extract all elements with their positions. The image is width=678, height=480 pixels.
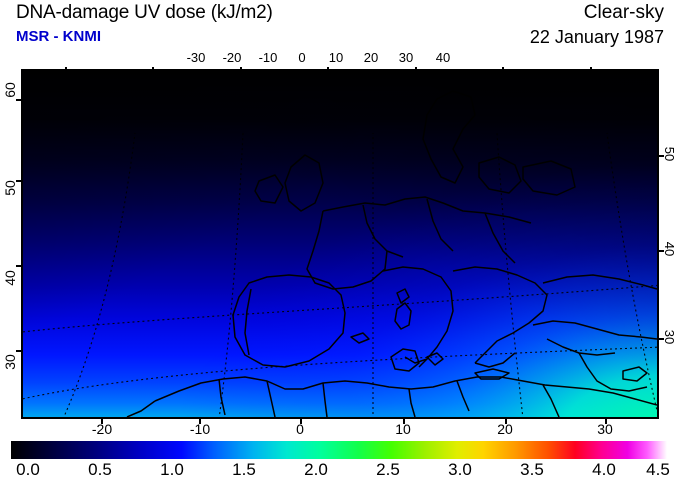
- date-label: 22 January 1987: [529, 27, 664, 47]
- colorbar-label-4: 2.0: [304, 460, 328, 479]
- tick-top--20: [152, 67, 154, 72]
- axis-label-bottom-4: 20: [497, 421, 513, 437]
- colorbar-label-2: 1.0: [160, 460, 184, 479]
- axis-label-top-0: -30: [186, 50, 206, 65]
- axis-label-bottom-1: -10: [189, 421, 211, 437]
- colorbar-label-7: 3.5: [520, 460, 544, 479]
- axis-label-top-2: -10: [258, 50, 278, 65]
- coastlines: [126, 90, 657, 417]
- axis-label-right-2: 30: [662, 329, 677, 345]
- tick-top--10: [240, 67, 242, 72]
- axis-label-bottom-3: 10: [395, 421, 411, 437]
- condition-label: Clear-sky: [583, 2, 664, 23]
- axis-label-left-2: 40: [2, 270, 18, 286]
- axis-label-left-1: 50: [2, 180, 18, 196]
- tick-left-30: [16, 350, 21, 352]
- tick-bottom--20: [101, 419, 103, 424]
- axis-label-left-3: 30: [2, 354, 18, 370]
- axis-label-left-0: 60: [2, 82, 18, 98]
- axis-label-top-5: 20: [363, 50, 379, 65]
- colorbar-label-6: 3.0: [448, 460, 472, 479]
- tick-top-10: [415, 67, 417, 72]
- tick-top-20: [502, 67, 504, 72]
- page-title: DNA-damage UV dose (kJ/m2): [16, 2, 273, 23]
- axis-label-bottom-5: 30: [597, 421, 613, 437]
- tick-left-40: [16, 265, 21, 267]
- tick-top--30: [65, 67, 67, 72]
- axis-label-top-4: 10: [328, 50, 344, 65]
- colorbar-label-9: 4.5: [646, 460, 670, 479]
- colorbar: [11, 441, 667, 459]
- axis-label-top-7: 40: [435, 50, 451, 65]
- colorbar-label-5: 2.5: [376, 460, 400, 479]
- chart-header: DNA-damage UV dose (kJ/m2) MSR - KNMI Cl…: [0, 0, 678, 52]
- map-plot-area: [21, 69, 659, 419]
- axis-label-bottom-2: 0: [296, 421, 304, 437]
- colorbar-gradient: [11, 441, 667, 459]
- colorbar-label-3: 1.5: [232, 460, 256, 479]
- axis-label-right-0: 50: [662, 146, 677, 162]
- tick-bottom-10: [403, 419, 405, 424]
- graticule: [23, 132, 657, 417]
- tick-bottom-0: [300, 419, 302, 424]
- source-label: MSR - KNMI: [16, 28, 101, 45]
- tick-bottom-20: [505, 419, 507, 424]
- axis-label-top-6: 30: [398, 50, 414, 65]
- tick-top-30: [590, 67, 592, 72]
- tick-left-60: [16, 99, 21, 101]
- uv-dose-heatmap: [23, 71, 657, 417]
- axis-label-right-1: 40: [662, 241, 677, 257]
- axis-label-bottom-0: -20: [91, 421, 113, 437]
- axis-label-top-3: 0: [298, 50, 306, 65]
- axis-label-top-1: -20: [222, 50, 242, 65]
- tick-right-40: [659, 250, 664, 252]
- tick-right-50: [659, 155, 664, 157]
- colorbar-label-0: 0.0: [16, 460, 40, 479]
- colorbar-label-8: 4.0: [592, 460, 616, 479]
- colorbar-label-1: 0.5: [88, 460, 112, 479]
- tick-bottom--10: [199, 419, 201, 424]
- tick-bottom-30: [605, 419, 607, 424]
- tick-right-30: [659, 338, 664, 340]
- tick-left-50: [16, 180, 21, 182]
- tick-top-0: [327, 67, 329, 72]
